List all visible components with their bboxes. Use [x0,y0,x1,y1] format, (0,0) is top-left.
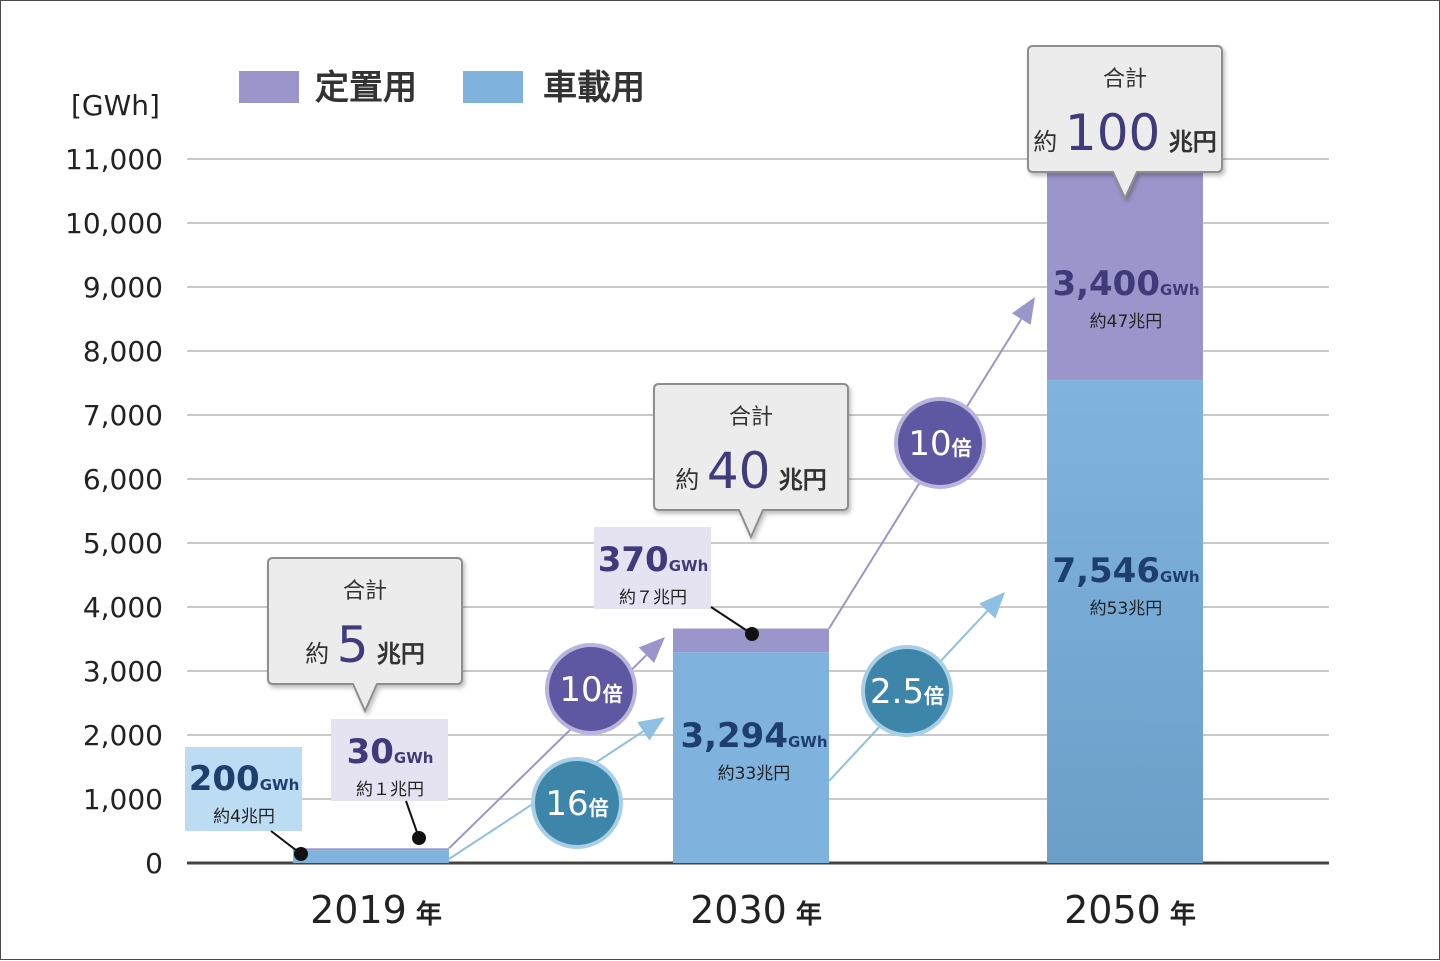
total-callout-2030: 合計約 40 兆円 [653,383,849,540]
legend-label-stationary: 定置用 [315,68,417,108]
svg-text:合計: 合計 [729,405,773,430]
svg-text:10倍: 10倍 [908,424,971,464]
leader-stationary-2030 [710,606,759,641]
y-tick-label: 11,000 [65,143,163,176]
y-tick-label: 10,000 [65,207,163,240]
y-tick-label: 2,000 [83,719,163,752]
svg-text:370GWh: 370GWh [598,540,709,580]
y-tick-label: 9,000 [83,271,163,304]
y-unit-label: [GWh] [71,89,160,122]
leader-vehicle-2019 [270,830,308,861]
svg-text:約 5 兆円: 約 5 兆円 [305,616,425,674]
svg-text:3,400GWh: 3,400GWh [1052,264,1199,304]
legend: 定置用 車載用 [239,68,645,108]
growth-badge-1: 16倍 [531,757,623,849]
svg-text:2.5倍: 2.5倍 [870,672,944,712]
value-label-vehicle-2019: 200GWh 約4兆円 [185,747,302,831]
y-tick-label: 3,000 [83,655,163,688]
bar-vehicle-2019 [293,850,449,863]
value-label-stationary-2050: 3,400GWh 約47兆円 [1052,264,1199,332]
growth-badge-2: 10倍 [894,397,986,489]
legend-swatch-vehicle [463,71,523,103]
x-tick-label: 2019 年 [310,888,442,932]
y-tick-label: 0 [145,847,163,880]
svg-text:30GWh: 30GWh [347,732,434,772]
growth-badge-0: 10倍 [545,643,637,735]
leader-stationary-2019 [405,800,426,845]
bar-stationary-2019 [293,848,449,851]
svg-text:約53兆円: 約53兆円 [1090,599,1163,619]
y-tick-label: 8,000 [83,335,163,368]
value-label-stationary-2019: 30GWh 約１兆円 [331,719,448,801]
svg-text:約4兆円: 約4兆円 [213,807,275,827]
y-tick-label: 6,000 [83,463,163,496]
svg-text:16倍: 16倍 [545,784,608,824]
bar-vehicle-2050 [1047,380,1203,863]
svg-text:約７兆円: 約７兆円 [619,588,687,608]
total-callout-2050: 合計約 100 兆円 [1027,45,1223,201]
svg-text:3,294GWh: 3,294GWh [680,716,827,756]
y-tick-label: 5,000 [83,527,163,560]
svg-text:7,546GWh: 7,546GWh [1052,551,1199,591]
svg-text:10倍: 10倍 [559,670,622,710]
bar-vehicle-2030 [673,652,829,863]
svg-text:約１兆円: 約１兆円 [356,780,424,800]
svg-text:約47兆円: 約47兆円 [1090,312,1163,332]
x-tick-label: 2030 年 [690,888,822,932]
y-tick-label: 7,000 [83,399,163,432]
y-tick-label: 4,000 [83,591,163,624]
total-callout-2019: 合計約 5 兆円 [267,557,463,714]
value-label-vehicle-2050: 7,546GWh 約53兆円 [1052,551,1199,619]
value-label-vehicle-2030: 3,294GWh 約33兆円 [680,716,827,784]
svg-text:約 40 兆円: 約 40 兆円 [675,442,827,500]
legend-swatch-stationary [239,71,299,103]
svg-text:約33兆円: 約33兆円 [718,764,791,784]
svg-text:約 100 兆円: 約 100 兆円 [1033,104,1216,162]
y-tick-label: 1,000 [83,783,163,816]
value-label-stationary-2030: 370GWh 約７兆円 [594,527,711,609]
legend-label-vehicle: 車載用 [543,68,645,108]
x-tick-label: 2050 年 [1064,888,1196,932]
svg-text:合計: 合計 [343,579,387,604]
svg-text:合計: 合計 [1103,67,1147,92]
svg-text:200GWh: 200GWh [189,759,300,799]
growth-badge-3: 2.5倍 [861,645,953,737]
